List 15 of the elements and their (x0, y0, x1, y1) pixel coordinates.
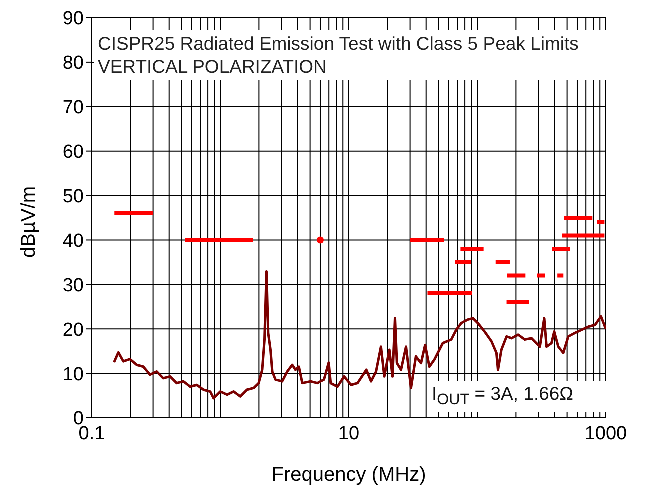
y-tick-label: 90 (62, 8, 84, 30)
x-tick-label: 1000 (584, 423, 628, 444)
x-axis-title: Frequency (MHz) (272, 464, 426, 486)
y-tick-label: 80 (62, 53, 84, 74)
y-tick-label: 60 (62, 142, 84, 164)
y-tick-label: 70 (62, 98, 84, 119)
y-tick-label: 10 (62, 364, 84, 386)
annotation: I$_{OUT}$ = 3A, 1.66Ω (428, 381, 612, 412)
y-tick-label: 20 (62, 320, 84, 341)
y-tick-label: 50 (62, 186, 84, 208)
annotation: CISPR25 Radiated Emission Test with Class 5 Peak Limits VERTICAL POLARIZATION (94, 30, 612, 80)
x-tick-label: 10 (338, 423, 360, 444)
y-tick-label: 30 (62, 275, 84, 296)
y-axis-title: dBµV/m (18, 186, 40, 258)
y-tick-label: 40 (62, 230, 84, 252)
